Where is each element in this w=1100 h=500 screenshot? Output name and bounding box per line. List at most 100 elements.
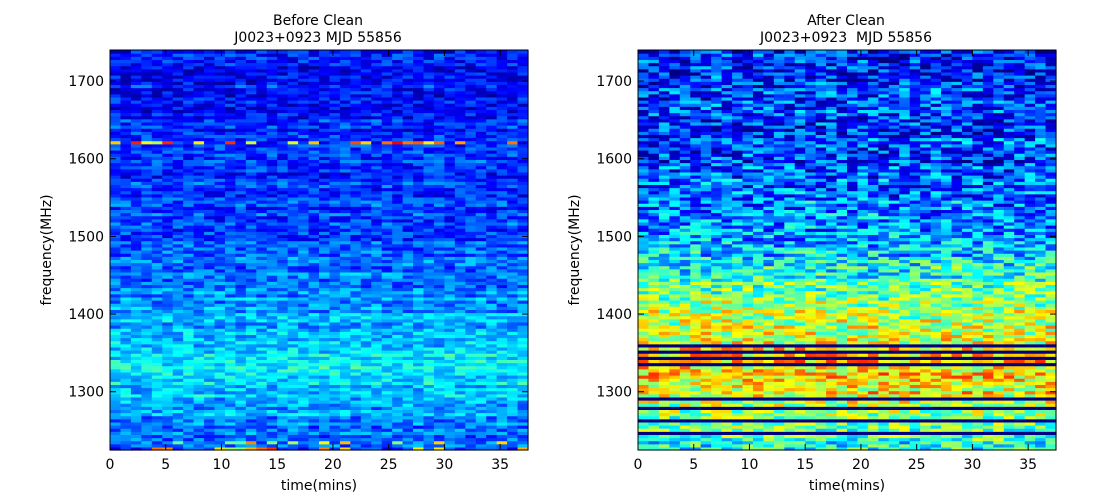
before-clean-cell (151, 212, 163, 217)
before-clean-cell (110, 131, 122, 135)
before-clean-cell (110, 237, 122, 242)
before-clean-cell (413, 193, 425, 198)
before-clean-cell (141, 446, 153, 451)
before-clean-cell (193, 312, 205, 317)
before-clean-cell (517, 84, 529, 89)
before-clean-cell (151, 203, 163, 207)
before-clean-cell (371, 212, 383, 217)
before-clean-cell (183, 156, 195, 160)
before-clean-cell (298, 93, 310, 98)
before-clean-cell (130, 328, 142, 332)
before-clean-cell (245, 65, 257, 70)
before-clean-cell (204, 284, 216, 289)
before-clean-cell (507, 390, 519, 395)
before-clean-cell (402, 234, 414, 239)
before-clean-cell (245, 150, 257, 154)
before-clean-cell (423, 290, 435, 295)
before-clean-cell (214, 290, 226, 295)
before-clean-cell (172, 212, 184, 217)
before-clean-cell (507, 234, 519, 239)
before-clean-cell (151, 409, 163, 414)
before-clean-cell (465, 168, 477, 173)
before-clean-cell (423, 265, 435, 270)
before-clean-cell (496, 162, 508, 167)
before-clean-cell (204, 146, 216, 151)
before-clean-cell (423, 215, 435, 220)
before-clean-cell (183, 253, 195, 257)
before-clean-cell (204, 365, 216, 370)
before-clean-cell (371, 265, 383, 270)
before-clean-cell (507, 78, 519, 82)
before-clean-cell (141, 215, 153, 220)
before-clean-cell (402, 256, 414, 260)
before-clean-cell (339, 384, 351, 389)
before-clean-cell (360, 328, 372, 332)
before-clean-cell (486, 290, 498, 295)
before-clean-cell (392, 334, 404, 339)
before-clean-cell (183, 321, 195, 326)
before-clean-cell (381, 118, 393, 123)
before-clean-cell (193, 171, 205, 176)
before-clean-cell (496, 437, 508, 442)
before-clean-cell (423, 346, 435, 351)
before-clean-cell (339, 356, 351, 360)
before-clean-cell (204, 446, 216, 451)
before-clean-cell (130, 350, 142, 354)
before-clean-cell (183, 118, 195, 123)
before-clean-cell (193, 390, 205, 395)
before-clean-cell (245, 431, 257, 435)
before-clean-cell (319, 59, 331, 64)
before-clean-cell (413, 65, 425, 70)
before-clean-cell (360, 443, 372, 448)
before-clean-cell (413, 109, 425, 114)
before-clean-cell (371, 346, 383, 351)
before-clean-cell (517, 196, 529, 201)
before-clean-cell (120, 331, 132, 335)
before-clean-cell (256, 381, 268, 385)
before-clean-cell (141, 62, 153, 67)
before-clean-cell (319, 325, 331, 329)
before-clean-cell (360, 203, 372, 207)
before-clean-cell (151, 259, 163, 264)
before-clean-cell (392, 118, 404, 123)
before-clean-cell (266, 440, 278, 445)
before-clean-cell (141, 378, 153, 382)
before-clean-cell (444, 200, 456, 204)
before-clean-cell (214, 406, 226, 410)
before-clean-cell (371, 359, 383, 364)
before-clean-cell (110, 362, 122, 367)
before-clean-cell (141, 181, 153, 185)
before-clean-cell (329, 187, 341, 192)
before-clean-cell (486, 137, 498, 142)
before-clean-cell (444, 240, 456, 245)
before-clean-cell (339, 256, 351, 260)
before-clean-cell (256, 350, 268, 354)
before-clean-cell (433, 106, 445, 110)
before-clean-cell (465, 287, 477, 292)
before-clean-cell (454, 196, 466, 201)
before-clean-cell (433, 193, 445, 198)
before-clean-cell (162, 415, 174, 420)
before-clean-cell (413, 100, 425, 104)
before-clean-cell (287, 437, 299, 442)
before-clean-cell (214, 428, 226, 432)
before-clean-cell (423, 75, 435, 79)
before-clean-cell (413, 275, 425, 279)
before-clean-cell (110, 346, 122, 351)
before-clean-cell (402, 109, 414, 114)
before-clean-cell (214, 240, 226, 245)
before-clean-cell (319, 212, 331, 217)
before-clean-cell (507, 359, 519, 364)
before-clean-cell (433, 62, 445, 67)
before-clean-cell (204, 90, 216, 95)
before-clean-cell (183, 315, 195, 320)
before-clean-cell (298, 81, 310, 85)
before-clean-cell (339, 178, 351, 182)
before-clean-cell (402, 421, 414, 426)
before-clean-cell (454, 115, 466, 120)
before-clean-cell (204, 250, 216, 254)
before-clean-cell (141, 403, 153, 407)
before-clean-cell (319, 278, 331, 282)
before-clean-cell (183, 162, 195, 167)
before-clean-cell (465, 131, 477, 135)
